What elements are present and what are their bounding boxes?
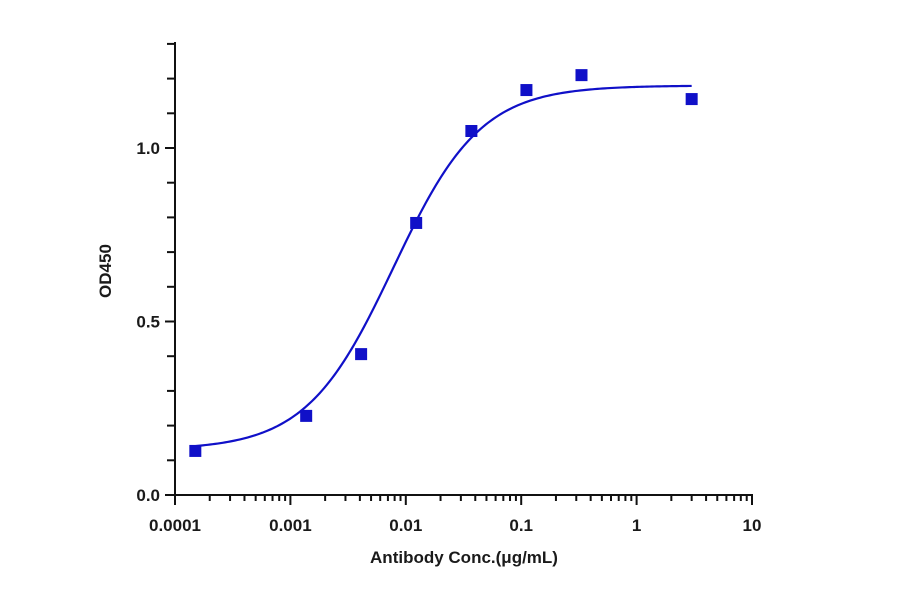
data-point-square [300, 409, 313, 422]
x-ticks: 0.0001 0.001 0.01 0.1 1 10 [149, 495, 761, 535]
y-tick-label: 1.0 [136, 139, 160, 158]
x-axis-title: Antibody Conc.(μg/mL) [370, 548, 558, 567]
x-tick-label: 10 [743, 516, 762, 535]
data-markers [189, 69, 698, 457]
x-tick-label: 1 [632, 516, 641, 535]
x-tick-label: 0.01 [389, 516, 422, 535]
data-point-square [520, 84, 533, 97]
data-point-square [355, 348, 368, 361]
x-tick-label: 0.1 [509, 516, 533, 535]
x-axis: 0.0001 0.001 0.01 0.1 1 10 Antibody Conc.(μg/… [149, 494, 761, 567]
fit-curve [195, 84, 692, 448]
data-point-square [410, 216, 423, 229]
data-point-square [685, 93, 698, 106]
x-tick-label: 0.001 [269, 516, 312, 535]
data-point-square [465, 124, 478, 137]
y-axis: 0.0 0.5 1.0 OD450 [96, 42, 176, 505]
y-tick-label: 0.0 [136, 486, 160, 505]
x-tick-label: 0.0001 [149, 516, 201, 535]
y-tick-label: 0.5 [136, 313, 160, 332]
plot-area [189, 69, 698, 457]
data-point-square [575, 69, 588, 82]
data-point-square [189, 444, 202, 457]
y-axis-title: OD450 [96, 244, 115, 298]
y-ticks: 0.0 0.5 1.0 [136, 42, 175, 505]
